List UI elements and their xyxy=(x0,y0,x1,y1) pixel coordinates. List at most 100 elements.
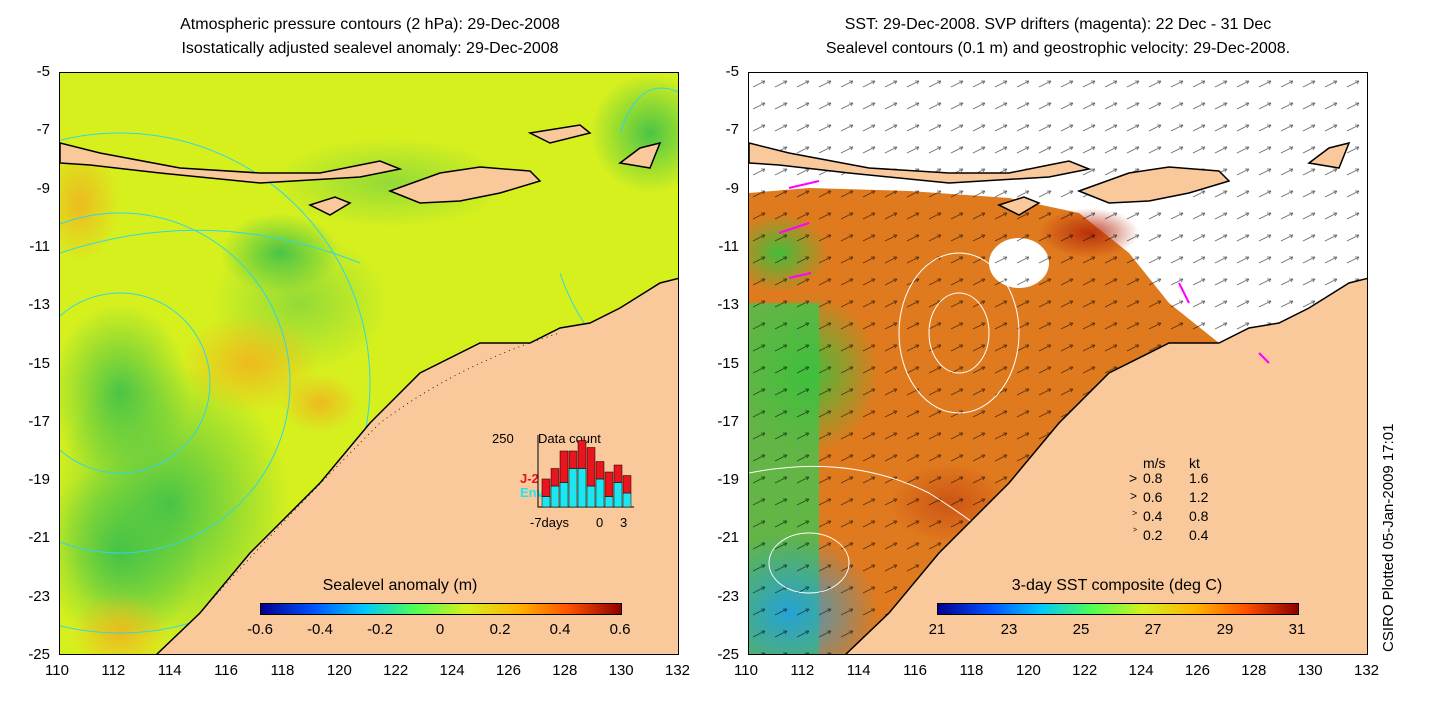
left-y-tick-label: -25 xyxy=(28,646,50,663)
right-x-tick-label: 116 xyxy=(903,662,927,679)
inset-xlabel-end: 3 xyxy=(620,515,628,530)
data-count-inset: 250 Data count J-2 Envi -7days 0 3 xyxy=(490,423,660,533)
right-y-tick-label: -11 xyxy=(718,237,739,255)
sst-colorbar-tick-label: 25 xyxy=(1072,621,1090,638)
sst-colorbar-tick-label: 31 xyxy=(1288,621,1306,638)
right-x-tick-label: 114 xyxy=(846,662,871,679)
sst-colorbar-tick-label: 23 xyxy=(1000,621,1018,638)
left-y-tick-label: -19 xyxy=(28,471,50,489)
left-y-tick-label: -17 xyxy=(28,412,50,430)
right-y-tick-label: -7 xyxy=(725,121,739,139)
sla-colorbar xyxy=(260,603,622,615)
right-x-tick-label: 130 xyxy=(1297,662,1323,679)
left-y-tick-label: -15 xyxy=(28,354,50,372)
inset-bar-envi xyxy=(595,478,605,508)
right-map-plot: m/s kt > 0.8 1.6 > 0.6 1.2 > 0.4 0.8 > 0… xyxy=(748,72,1368,655)
inset-bar-j2 xyxy=(586,447,596,487)
inset-bar-envi xyxy=(577,468,587,508)
land xyxy=(60,124,678,654)
sla-colorbar-tick-label: -0.2 xyxy=(367,621,393,638)
left-x-tick-label: 122 xyxy=(383,662,409,679)
inset-bar-envi xyxy=(541,496,551,508)
left-x-tick-label: 124 xyxy=(439,662,465,679)
sla-colorbar-tick-label: 0.6 xyxy=(609,621,631,638)
left-y-tick-label: -21 xyxy=(28,529,50,547)
sst-colorbar xyxy=(937,603,1299,615)
inset-bar-envi xyxy=(613,482,623,508)
left-title-line1: Atmospheric pressure contours (2 hPa): 2… xyxy=(180,16,560,33)
right-y-tick-label: -21 xyxy=(717,529,739,547)
sst-colorbar-tick-label: 29 xyxy=(1216,621,1234,638)
inset-bar-j2 xyxy=(559,450,569,483)
left-x-tick-label: 132 xyxy=(665,662,691,679)
left-x-tick-label: 130 xyxy=(608,662,634,679)
right-x-tick-label: 110 xyxy=(734,662,758,679)
timor-island xyxy=(1076,166,1231,204)
timor-island xyxy=(387,166,542,204)
right-x-tick-label: 128 xyxy=(1241,662,1267,679)
sla-colorbar-label: Sealevel anomaly (m) xyxy=(322,577,478,594)
right-y-tick-label: -5 xyxy=(725,63,739,80)
left-y-tick-label: -5 xyxy=(36,63,50,80)
inset-bar-envi xyxy=(604,496,614,508)
right-y-tick-label: -19 xyxy=(717,471,739,489)
right-y-tick-label: -17 xyxy=(717,412,739,430)
inset-bar-envi xyxy=(559,482,569,508)
left-x-tick-label: 126 xyxy=(495,662,521,679)
inset-bar-j2 xyxy=(613,464,623,483)
right-x-tick-label: 112 xyxy=(790,662,815,679)
right-x-tick-label: 118 xyxy=(959,662,984,679)
left-title-line2: Isostatically adjusted sealevel anomaly:… xyxy=(181,40,559,57)
right-y-tick-label: -25 xyxy=(717,646,739,663)
sla-colorbar-tick-label: -0.4 xyxy=(307,621,333,638)
velocity-key: m/s kt > 0.8 1.6 > 0.6 1.2 > 0.4 0.8 > 0… xyxy=(1129,455,1209,543)
inset-bar-j2 xyxy=(550,468,560,487)
right-y-tick-label: -9 xyxy=(725,179,739,197)
sla-colorbar-tick-label: -0.6 xyxy=(247,621,273,638)
sst-colorbar-ticks: 21 23 25 27 29 31 xyxy=(929,621,1306,641)
right-y-tick-label: -23 xyxy=(717,587,739,605)
inset-bar-envi xyxy=(568,468,578,508)
inset-bar-chart xyxy=(537,435,634,508)
left-y-tick-label: -23 xyxy=(28,587,50,605)
left-x-tick-label: 114 xyxy=(157,662,182,679)
sst-colorbar-tick-label: 21 xyxy=(928,621,946,638)
inset-bar-j2 xyxy=(595,461,605,480)
plot-credit: CSIRO Plotted 05-Jan-2009 17:01 xyxy=(1380,423,1397,652)
left-x-tick-label: 120 xyxy=(326,662,352,679)
sst-colorbar-tick-label: 27 xyxy=(1144,621,1162,638)
sla-colorbar-tick-label: 0 xyxy=(435,621,445,638)
inset-xlabel-zero: 0 xyxy=(596,515,604,530)
right-title-line1: SST: 29-Dec-2008. SVP drifters (magenta)… xyxy=(844,16,1272,33)
left-y-tick-label: -9 xyxy=(36,179,50,197)
land xyxy=(749,141,1367,654)
left-y-tick-label: -13 xyxy=(28,296,50,314)
left-x-tick-label: 118 xyxy=(270,662,295,679)
right-map-svg xyxy=(749,73,1367,654)
left-map-plot: 250 Data count J-2 Envi -7days 0 3 Seale… xyxy=(59,72,679,655)
positive-anomaly-patch xyxy=(60,143,120,263)
inset-xlabel-start: -7days xyxy=(530,515,570,530)
inset-legend-envi: Envi xyxy=(520,485,548,500)
right-x-tick-label: 120 xyxy=(1015,662,1041,679)
inset-bar-j2 xyxy=(622,475,632,494)
australia-mainland xyxy=(156,277,678,654)
velocity-key-header-ms: m/s xyxy=(1143,455,1166,471)
left-x-tick-label: 110 xyxy=(45,662,69,679)
inset-bar-envi xyxy=(586,485,596,508)
inset-bar-j2 xyxy=(577,440,587,469)
right-x-tick-label: 124 xyxy=(1128,662,1154,679)
left-x-tick-label: 112 xyxy=(101,662,126,679)
inset-bar-envi xyxy=(622,492,632,508)
inset-bar-j2 xyxy=(541,478,551,497)
sla-colorbar-tick-label: 0.4 xyxy=(549,621,571,638)
inset-bar-j2 xyxy=(604,471,614,497)
velocity-key-header-kt: kt xyxy=(1189,455,1200,471)
right-y-tick-label: -13 xyxy=(717,296,739,314)
right-x-tick-label: 126 xyxy=(1184,662,1210,679)
right-title-line2: Sealevel contours (0.1 m) and geostrophi… xyxy=(825,40,1291,57)
sla-colorbar-tick-label: 0.2 xyxy=(489,621,511,638)
right-y-tick-label: -15 xyxy=(717,354,739,372)
inset-bar-envi xyxy=(550,485,560,508)
left-x-tick-label: 116 xyxy=(214,662,238,679)
